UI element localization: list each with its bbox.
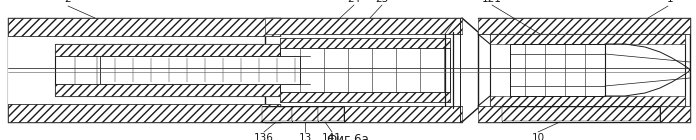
Text: 23: 23 <box>375 0 388 4</box>
Text: 24: 24 <box>347 0 361 4</box>
Bar <box>318 106 344 122</box>
Text: 136: 136 <box>254 133 274 140</box>
Bar <box>502 107 660 121</box>
Bar <box>478 106 690 122</box>
Text: 141: 141 <box>322 133 342 140</box>
Bar <box>8 104 280 122</box>
Text: 2: 2 <box>65 0 71 4</box>
Bar <box>490 34 685 44</box>
Bar <box>292 107 318 121</box>
Bar <box>510 44 605 96</box>
Bar <box>280 38 450 102</box>
Bar <box>502 106 660 122</box>
Bar <box>55 44 310 96</box>
Bar <box>8 36 280 104</box>
Text: Фиг.6а: Фиг.6а <box>326 133 370 140</box>
Bar <box>292 106 318 122</box>
Text: 13: 13 <box>299 133 312 140</box>
Bar <box>8 18 280 36</box>
Bar <box>478 18 690 34</box>
Bar <box>55 44 310 56</box>
Bar <box>318 107 344 121</box>
Bar <box>490 96 685 106</box>
Text: 121: 121 <box>482 0 502 4</box>
Bar <box>490 34 685 106</box>
Bar <box>55 84 310 96</box>
Bar <box>265 106 462 122</box>
Bar <box>262 106 292 122</box>
Bar <box>280 92 450 102</box>
Bar <box>100 56 300 84</box>
Bar <box>280 38 450 48</box>
Bar <box>262 107 292 121</box>
Bar <box>265 18 462 34</box>
Text: 10: 10 <box>532 133 544 140</box>
Text: 1: 1 <box>667 0 673 4</box>
